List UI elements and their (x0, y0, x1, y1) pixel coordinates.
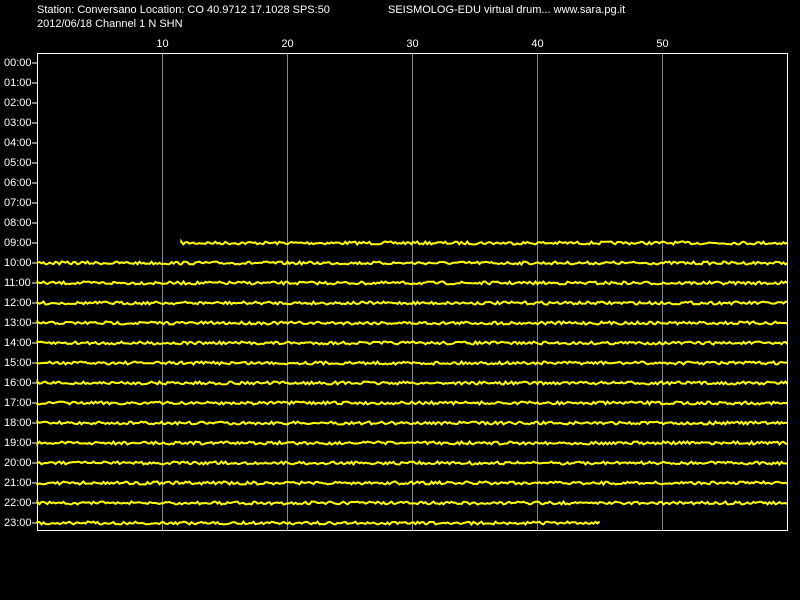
trace (36, 479, 788, 487)
hour-label: 10:00 (4, 257, 32, 269)
hour-label: 05:00 (4, 157, 32, 169)
hour-label: 23:00 (4, 517, 32, 529)
date-channel: 2012/06/18 Channel 1 N SHN (37, 18, 183, 30)
x-tick-label: 50 (656, 38, 668, 50)
hour-label: 13:00 (4, 317, 32, 329)
x-tick-label: 40 (531, 38, 543, 50)
x-tick-label: 30 (406, 38, 418, 50)
hour-label: 19:00 (4, 437, 32, 449)
hour-label: 16:00 (4, 377, 32, 389)
trace (36, 339, 789, 346)
trace (36, 460, 788, 467)
hour-label: 21:00 (4, 477, 32, 489)
hour-label: 20:00 (4, 457, 32, 469)
hour-label: 02:00 (4, 97, 32, 109)
trace (36, 359, 788, 367)
trace (36, 299, 788, 307)
hour-label: 14:00 (4, 337, 32, 349)
station-info: Station: Conversano Location: CO 40.9712… (37, 4, 330, 16)
trace (36, 379, 789, 387)
trace (36, 520, 601, 527)
hour-label: 04:00 (4, 137, 32, 149)
hour-label: 18:00 (4, 417, 32, 429)
hour-label: 12:00 (4, 297, 32, 309)
trace (36, 499, 789, 506)
trace (36, 319, 788, 326)
hour-label: 03:00 (4, 117, 32, 129)
hour-label: 22:00 (4, 497, 32, 509)
trace (36, 439, 788, 447)
trace (36, 279, 789, 286)
x-tick-label: 20 (281, 38, 293, 50)
hour-label: 15:00 (4, 357, 32, 369)
hour-label: 07:00 (4, 197, 32, 209)
hour-label: 11:00 (4, 277, 31, 289)
header-right: SEISMOLOG-EDU virtual drum... www.sara.p… (388, 4, 625, 16)
trace (36, 259, 789, 267)
hour-label: 01:00 (4, 77, 32, 89)
trace (36, 399, 788, 407)
hour-label: 17:00 (4, 397, 32, 409)
x-tick-label: 10 (156, 38, 168, 50)
hour-label: 00:00 (4, 57, 32, 69)
trace (180, 238, 788, 247)
hour-label: 06:00 (4, 177, 32, 189)
hour-label: 09:00 (4, 237, 32, 249)
hour-label: 08:00 (4, 217, 32, 229)
trace (36, 419, 788, 426)
